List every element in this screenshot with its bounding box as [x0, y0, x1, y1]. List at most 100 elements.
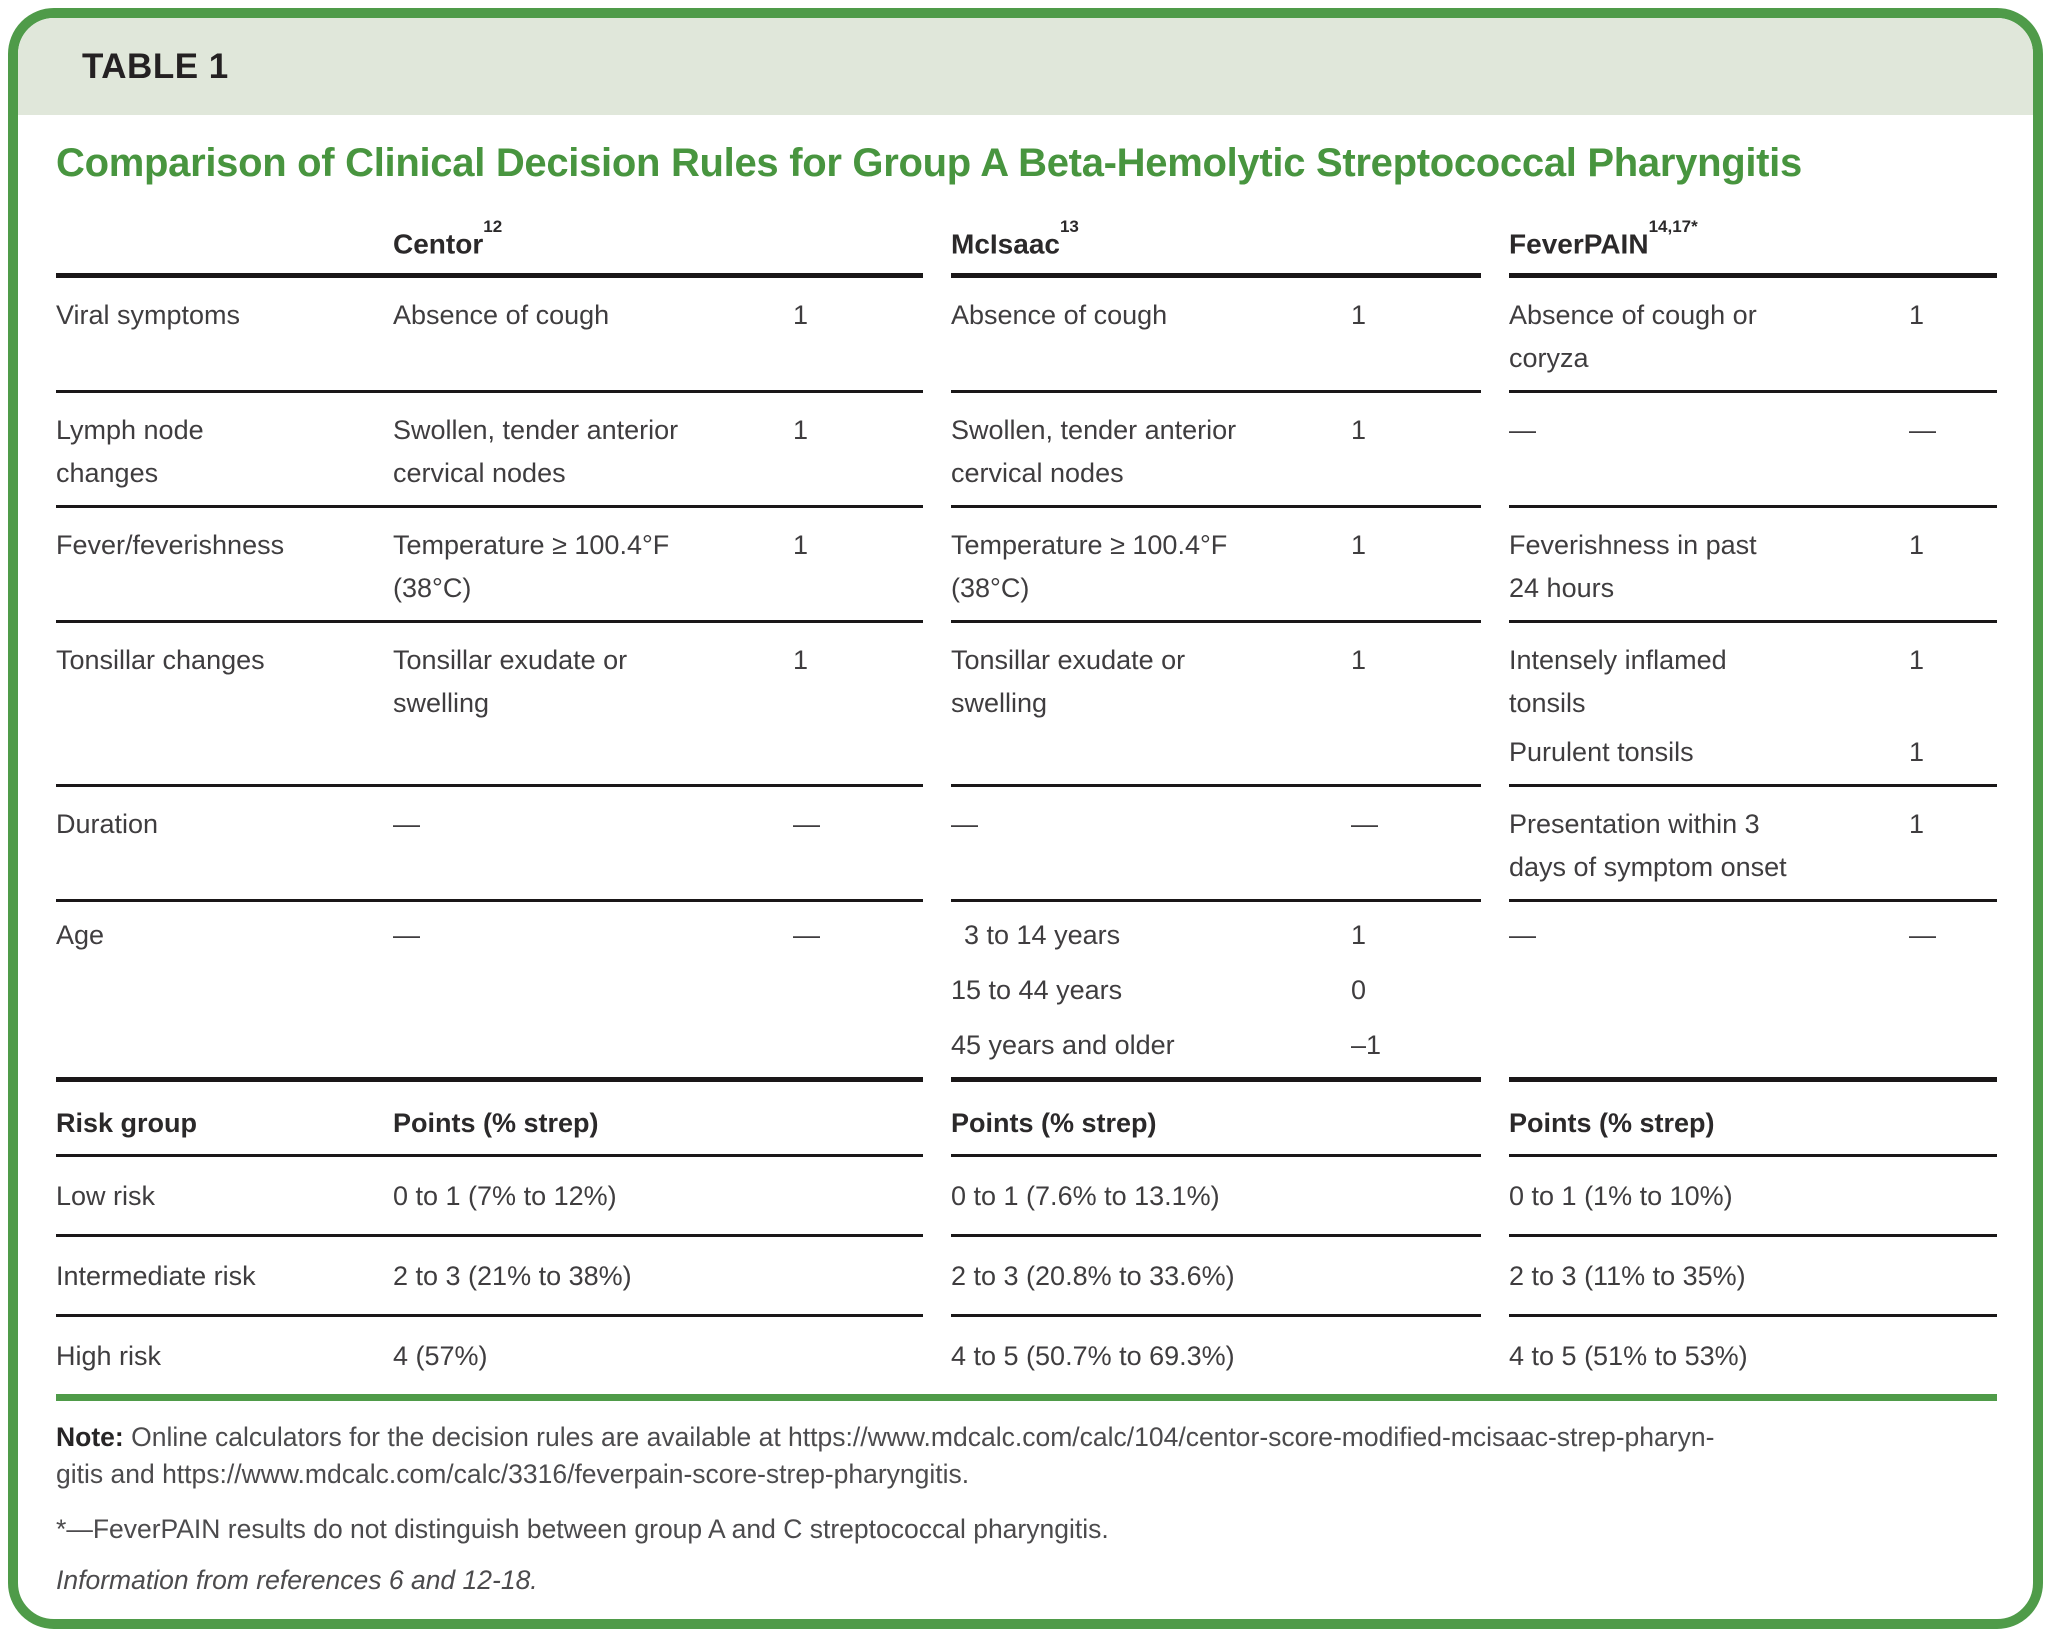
desc-line: Absence of cough or	[1509, 300, 1757, 331]
note-line-2: gitis and https://www.mdcalc.com/calc/33…	[56, 1459, 970, 1490]
footer-divider-rule	[56, 1394, 1997, 1402]
column-gap	[923, 622, 951, 786]
feverpain-desc: Intensely inflamed tonsils Purulent tons…	[1509, 621, 1910, 788]
centor-risk-value: 0 to 1 (7% to 12%)	[393, 1155, 923, 1238]
row-label: Duration	[56, 785, 393, 903]
column-gap	[1481, 622, 1509, 786]
desc-line: Purulent tonsils	[1509, 737, 1694, 768]
empty-header-cell	[56, 201, 393, 279]
table-frame: TABLE 1 Comparison of Clinical Decision …	[8, 8, 2043, 1629]
mcisaac-desc: Tonsillar exudate or swelling	[951, 621, 1351, 788]
risk-row-low: Low risk 0 to 1 (7% to 12%) 0 to 1 (7.6%…	[56, 1155, 1998, 1238]
criteria-row-fever: Fever/feverishness Temperature ≥ 100.4°F…	[56, 506, 1998, 624]
centor-desc: Temperature ≥ 100.4°F (38°C)	[393, 506, 793, 624]
feverpain-desc: Presentation within 3 days of symptom on…	[1509, 785, 1910, 903]
feverpain-points: 1	[1909, 275, 1998, 394]
centor-points: —	[793, 900, 923, 1083]
desc-line: (38°C)	[951, 573, 1030, 604]
note-label: Note:	[56, 1422, 124, 1453]
points-value: –1	[1351, 1030, 1382, 1061]
desc-line: Temperature ≥ 100.4°F	[951, 530, 1228, 561]
table-title: Comparison of Clinical Decision Rules fo…	[56, 141, 1802, 185]
mcisaac-header: McIsaac13	[951, 201, 1482, 279]
risk-row-high: High risk 4 (57%) 4 to 5 (50.7% to 69.3%…	[56, 1316, 1997, 1395]
column-gap	[923, 1156, 951, 1236]
row-label: Viral symptoms	[56, 275, 393, 394]
column-gap	[923, 1080, 951, 1156]
desc-line: tonsils	[1509, 688, 1586, 719]
centor-points: 1	[793, 275, 923, 394]
column-gap	[923, 276, 951, 392]
mcisaac-desc: Absence of cough	[951, 275, 1351, 394]
desc-line: swelling	[951, 688, 1048, 719]
mcisaac-desc: Swollen, tender anterior cervical nodes	[951, 391, 1351, 509]
mcisaac-desc: Temperature ≥ 100.4°F (38°C)	[951, 506, 1351, 624]
feverpain-risk-value: 0 to 1 (1% to 10%)	[1509, 1155, 1998, 1238]
mcisaac-risk-value: 0 to 1 (7.6% to 13.1%)	[951, 1155, 1482, 1238]
desc-line: Feverishness in past	[1509, 530, 1757, 561]
centor-header-label: Centor	[393, 228, 484, 260]
column-gap	[1481, 201, 1509, 276]
desc-line: Tonsillar exudate or	[393, 645, 628, 676]
column-header-row: Centor12 McIsaac13 FeverPAIN14,17*	[56, 201, 1998, 279]
column-gap	[923, 1236, 951, 1316]
centor-points-header: Points (% strep)	[393, 1079, 923, 1158]
desc-line: cervical nodes	[393, 458, 566, 489]
criteria-row-tonsillar-changes: Tonsillar changes Tonsillar exudate or s…	[56, 621, 1998, 788]
column-gap	[923, 507, 951, 622]
label-line: Lymph node	[56, 415, 204, 446]
column-gap	[1481, 1080, 1509, 1156]
note-line-1: Online calculators for the decision rule…	[131, 1422, 1715, 1453]
desc-line: (38°C)	[393, 573, 472, 604]
feverpain-points: 1 1	[1909, 621, 1998, 788]
mcisaac-points: 1	[1351, 275, 1482, 394]
desc-line: Swollen, tender anterior	[951, 415, 1237, 446]
column-gap	[923, 201, 951, 276]
mcisaac-risk-value: 4 to 5 (50.7% to 69.3%)	[951, 1341, 1235, 1372]
column-gap	[1481, 276, 1509, 392]
risk-row-intermediate: Intermediate risk 2 to 3 (21% to 38%) 2 …	[56, 1235, 1998, 1318]
feverpain-points: 1	[1909, 506, 1998, 624]
column-gap	[1481, 901, 1509, 1080]
mcisaac-header-ref: 13	[1059, 217, 1079, 236]
mcisaac-points: —	[1351, 785, 1482, 903]
column-gap	[1481, 1316, 1509, 1395]
centor-desc: —	[393, 900, 793, 1083]
feverpain-desc: —	[1509, 900, 1910, 1083]
risk-label: Intermediate risk	[56, 1235, 393, 1318]
feverpain-risk-value: 4 to 5 (51% to 53%)	[1509, 1341, 1748, 1372]
mcisaac-points-header: Points (% strep)	[951, 1079, 1482, 1158]
column-gap	[923, 1316, 951, 1395]
table-tag: TABLE 1	[82, 46, 229, 86]
criteria-row-duration: Duration — — — — Presentation within 3 d…	[56, 785, 1998, 903]
mcisaac-header-label: McIsaac	[951, 228, 1060, 260]
label-line: changes	[56, 458, 159, 489]
centor-desc: Swollen, tender anterior cervical nodes	[393, 391, 793, 509]
decision-rules-table: Centor12 McIsaac13 FeverPAIN14,17* Viral…	[56, 201, 1998, 1395]
points-value: 1	[1909, 645, 1925, 676]
feverpain-desc: Feverishness in past 24 hours	[1509, 506, 1910, 624]
desc-line: cervical nodes	[951, 458, 1124, 489]
table-content: Comparison of Clinical Decision Rules fo…	[18, 139, 2033, 1599]
desc-line: Intensely inflamed	[1509, 645, 1727, 676]
desc-line: coryza	[1509, 343, 1589, 374]
desc-line: 24 hours	[1509, 573, 1615, 604]
feverpain-points: —	[1909, 391, 1998, 509]
feverpain-risk-value: 2 to 3 (11% to 35%)	[1509, 1235, 1998, 1318]
row-label: Age	[56, 900, 393, 1083]
centor-header: Centor12	[393, 201, 923, 279]
row-label: Fever/feverishness	[56, 506, 393, 624]
desc-line: Tonsillar exudate or	[951, 645, 1186, 676]
column-gap	[1481, 1236, 1509, 1316]
mcisaac-points: 1	[1351, 621, 1482, 788]
source-note: Information from references 6 and 12-18.	[56, 1565, 538, 1596]
feverpain-desc: —	[1509, 391, 1910, 509]
desc-line: Temperature ≥ 100.4°F	[393, 530, 670, 561]
column-gap	[1481, 786, 1509, 901]
centor-header-ref: 12	[483, 217, 503, 236]
mcisaac-desc: —	[951, 785, 1351, 903]
mcisaac-points: 1 0 –1	[1351, 900, 1482, 1083]
note-text: Note: Online calculators for the decisio…	[56, 1419, 1997, 1493]
centor-points: 1	[793, 506, 923, 624]
desc-line: swelling	[393, 688, 490, 719]
